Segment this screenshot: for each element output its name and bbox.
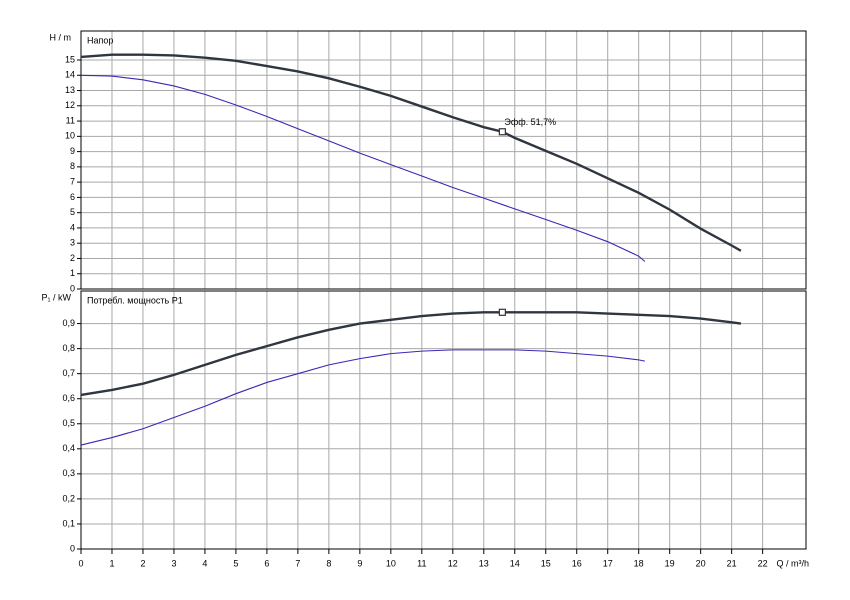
annotation: Эфф. 51,7% [504, 117, 556, 127]
y-tick-label: 0,2 [62, 493, 75, 503]
x-tick-label: 22 [758, 558, 768, 568]
y-tick-label: 1 [70, 268, 75, 278]
x-tick-label: 8 [326, 558, 331, 568]
y-tick-label: 0,1 [62, 518, 75, 528]
x-axis-label: Q / m³/h [776, 558, 809, 568]
y-tick-label: 0,8 [62, 343, 75, 353]
x-tick-label: 20 [696, 558, 706, 568]
y-axis-label: H / m [50, 32, 72, 42]
series-line [80, 53, 742, 252]
plot-frame [80, 290, 807, 550]
y-tick-label: 0 [70, 543, 75, 553]
y-tick-label: 2 [70, 253, 75, 263]
x-tick-label: 11 [417, 558, 426, 568]
operating-point [498, 308, 506, 316]
y-tick-label: 13 [65, 85, 75, 95]
y-tick-label: 0 [70, 283, 75, 293]
x-tick-label: 18 [634, 558, 644, 568]
y-tick-label: 6 [70, 192, 75, 202]
y-tick-label: 0,5 [62, 418, 75, 428]
y-tick-label: 0,9 [62, 318, 75, 328]
x-tick-label: 16 [572, 558, 582, 568]
y-tick-label: 11 [66, 115, 75, 125]
panel-title: Потребл. мощность P1 [87, 295, 183, 305]
panel-title: Напор [87, 35, 113, 45]
x-tick-label: 10 [386, 558, 396, 568]
x-tick-label: 17 [603, 558, 613, 568]
x-tick-label: 21 [727, 558, 737, 568]
x-tick-label: 19 [665, 558, 675, 568]
series-line [80, 349, 645, 446]
series-line [80, 311, 742, 397]
y-tick-label: 5 [70, 207, 75, 217]
y-tick-label: 0,4 [62, 443, 75, 453]
y-axis-label: P₁ / kW [41, 292, 71, 302]
y-tick-label: 3 [70, 238, 75, 248]
y-tick-label: 15 [65, 54, 75, 64]
x-tick-label: 6 [264, 558, 269, 568]
plot-frame [80, 30, 807, 290]
y-tick-label: 4 [70, 222, 75, 232]
y-tick-label: 12 [65, 100, 75, 110]
x-tick-label: 15 [541, 558, 551, 568]
y-tick-label: 8 [70, 161, 75, 171]
x-tick-label: 12 [448, 558, 458, 568]
x-tick-label: 1 [109, 558, 114, 568]
x-tick-label: 14 [510, 558, 520, 568]
y-tick-label: 9 [70, 146, 75, 156]
y-tick-label: 0,7 [62, 368, 75, 378]
x-tick-label: 7 [295, 558, 300, 568]
x-tick-label: 5 [233, 558, 238, 568]
x-tick-label: 4 [202, 558, 207, 568]
x-tick-label: 0 [78, 558, 83, 568]
operating-point [498, 128, 506, 136]
y-tick-label: 14 [65, 70, 75, 80]
series-line [80, 74, 646, 262]
y-tick-label: 7 [70, 177, 75, 187]
x-tick-label: 13 [479, 558, 489, 568]
x-tick-label: 2 [140, 558, 145, 568]
y-tick-label: 0,3 [62, 468, 75, 478]
x-tick-label: 3 [171, 558, 176, 568]
y-tick-label: 10 [65, 131, 75, 141]
x-tick-label: 9 [357, 558, 362, 568]
y-tick-label: 0,6 [62, 393, 75, 403]
